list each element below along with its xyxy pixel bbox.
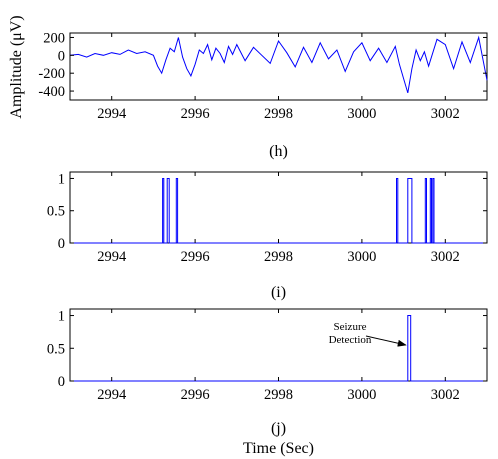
- plot-i-marks: [70, 178, 487, 244]
- y-tick-label: 0.5: [47, 341, 65, 357]
- y-tick-label: 0.5: [47, 204, 65, 220]
- y-tick-label: 0: [58, 236, 65, 252]
- x-tick-label: 2996: [181, 106, 210, 122]
- x-tick-label: 3002: [431, 106, 460, 122]
- x-tick-label: 2998: [264, 106, 293, 122]
- plot-j-detection: 2994 2996 2998 3000 3002 1 0.5 0 (j) Seizure De…: [47, 308, 488, 437]
- series-line-0: [69, 35, 488, 94]
- x-tick-label: 2994: [97, 387, 127, 403]
- y-tick-label: 0: [58, 374, 65, 390]
- y-tick-label: 1: [58, 309, 65, 325]
- plot-i-frame: [69, 171, 488, 244]
- x-tick-label: 2998: [264, 387, 293, 403]
- annotation-arrow: [365, 335, 407, 347]
- pulse-series-line: [70, 178, 487, 244]
- x-tick-label: 3000: [347, 387, 376, 403]
- plot-j-ticks: 2994 2996 2998 3000 3002 1 0.5 0: [47, 309, 487, 403]
- y-tick-label: -200: [38, 66, 65, 82]
- y-tick-label: -400: [38, 84, 65, 100]
- x-tick-label: 2994: [97, 249, 127, 265]
- plot-h-marks: [69, 35, 488, 94]
- plot-i-subplot-label: (i): [271, 284, 286, 301]
- x-tick-label: 2994: [97, 106, 127, 122]
- plot-j-subplot-label: (j): [271, 420, 286, 437]
- pulse-series-line: [70, 315, 487, 382]
- annotation-line-2: Detection: [329, 334, 372, 346]
- annotation-line-1: Seizure: [334, 321, 367, 333]
- x-tick-label: 3000: [347, 106, 376, 122]
- x-tick-label: 2998: [264, 249, 293, 265]
- plot-i-binary: 2994 2996 2998 3000 3002 1 0.5 0 (i): [47, 171, 488, 301]
- plot-h-frame: [69, 32, 488, 101]
- x-tick-label: 3000: [347, 249, 376, 265]
- plot-j-frame: [69, 308, 488, 382]
- x-tick-label: 3002: [431, 249, 460, 265]
- x-tick-label: 2996: [181, 387, 210, 403]
- x-tick-label: 2996: [181, 249, 210, 265]
- plot-h-subplot-label: (h): [269, 143, 288, 160]
- y-tick-label: 200: [43, 30, 65, 46]
- x-axis-title: Time (Sec): [243, 440, 314, 457]
- plot-i-ticks: 2994 2996 2998 3000 3002 1 0.5 0: [47, 171, 487, 265]
- y-tick-label: 1: [58, 171, 65, 187]
- plot-h-ticks: 2994 2996 2998 3000 3002 200 0 -200 -400: [38, 30, 487, 122]
- x-tick-label: 3002: [431, 387, 460, 403]
- plot-h-amplitude: 2994 2996 2998 3000 3002 200 0 -200 -400 (h): [38, 30, 488, 160]
- y-axis-title: Amplitude (μV): [8, 15, 25, 118]
- y-tick-label: 0: [58, 48, 65, 64]
- plot-j-marks: [70, 315, 487, 382]
